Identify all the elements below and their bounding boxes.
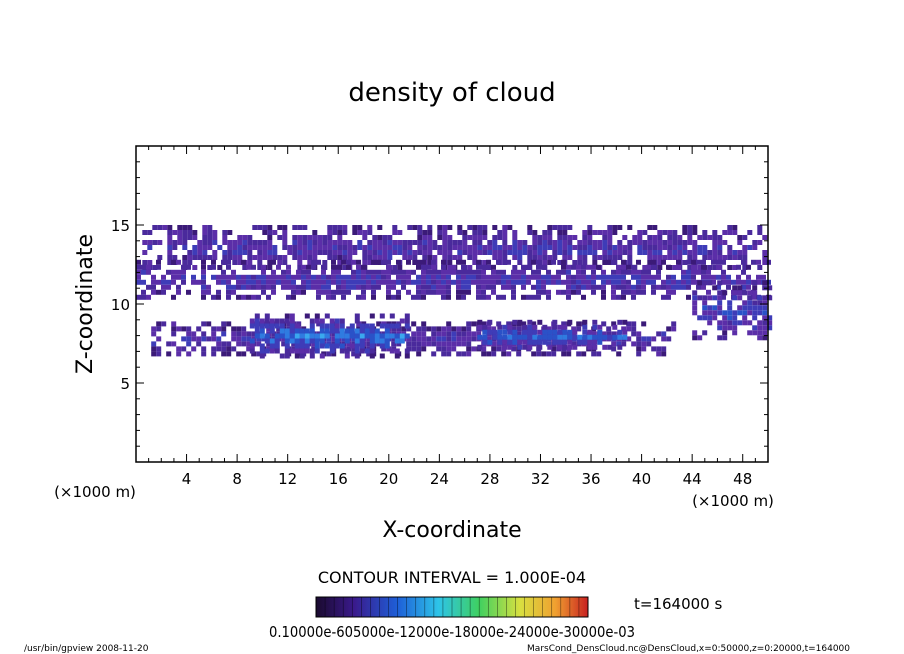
- chart-title: density of cloud: [348, 78, 555, 108]
- plot-frame: [135, 145, 769, 463]
- y-tick-label: 10: [111, 296, 130, 314]
- x-axis-label: X-coordinate: [382, 518, 521, 543]
- colorbar-labels: 0.10000e-605000e-12000e-18000e-24000e-30…: [269, 623, 635, 641]
- cloud-layer-5: [477, 319, 628, 350]
- y-tick-label: 5: [120, 375, 130, 393]
- x-tick-label: 20: [379, 470, 398, 488]
- contour-interval-label: CONTOUR INTERVAL = 1.000E-04: [318, 568, 586, 587]
- cloud-layer-4: [249, 313, 410, 359]
- y-tick-label: 15: [111, 217, 130, 235]
- cloud-layer-2: [136, 259, 771, 300]
- x-tick-label: 40: [632, 470, 651, 488]
- x-tick-label: 4: [182, 470, 192, 488]
- x-unit-left: (×1000 m): [54, 483, 136, 501]
- x-tick-label: 16: [329, 470, 348, 488]
- x-tick-label: 8: [232, 470, 242, 488]
- cloud-density-field: [136, 225, 773, 359]
- x-tick-label: 44: [683, 470, 702, 488]
- x-tick-label: 24: [430, 470, 449, 488]
- x-unit-right: (×1000 m): [692, 492, 774, 510]
- footer-left: /usr/bin/gpview 2008-11-20: [24, 644, 149, 654]
- x-tick-label: 36: [581, 470, 600, 488]
- y-axis: 5 10 15: [111, 161, 768, 447]
- cloud-layer-1: [142, 225, 768, 270]
- x-tick-label: 48: [733, 470, 752, 488]
- x-axis: 4 8 12 16 20 24 28 32 36 40 44 48: [148, 146, 756, 488]
- x-tick-label: 32: [531, 470, 550, 488]
- y-axis-label: Z-coordinate: [73, 234, 98, 374]
- x-tick-label: 12: [278, 470, 297, 488]
- time-label: t=164000 s: [634, 595, 722, 613]
- footer-right: MarsCond_DensCloud.nc@DensCloud,x=0:5000…: [527, 644, 850, 654]
- x-tick-label: 28: [480, 470, 499, 488]
- colorbar-ticks: [324, 597, 580, 617]
